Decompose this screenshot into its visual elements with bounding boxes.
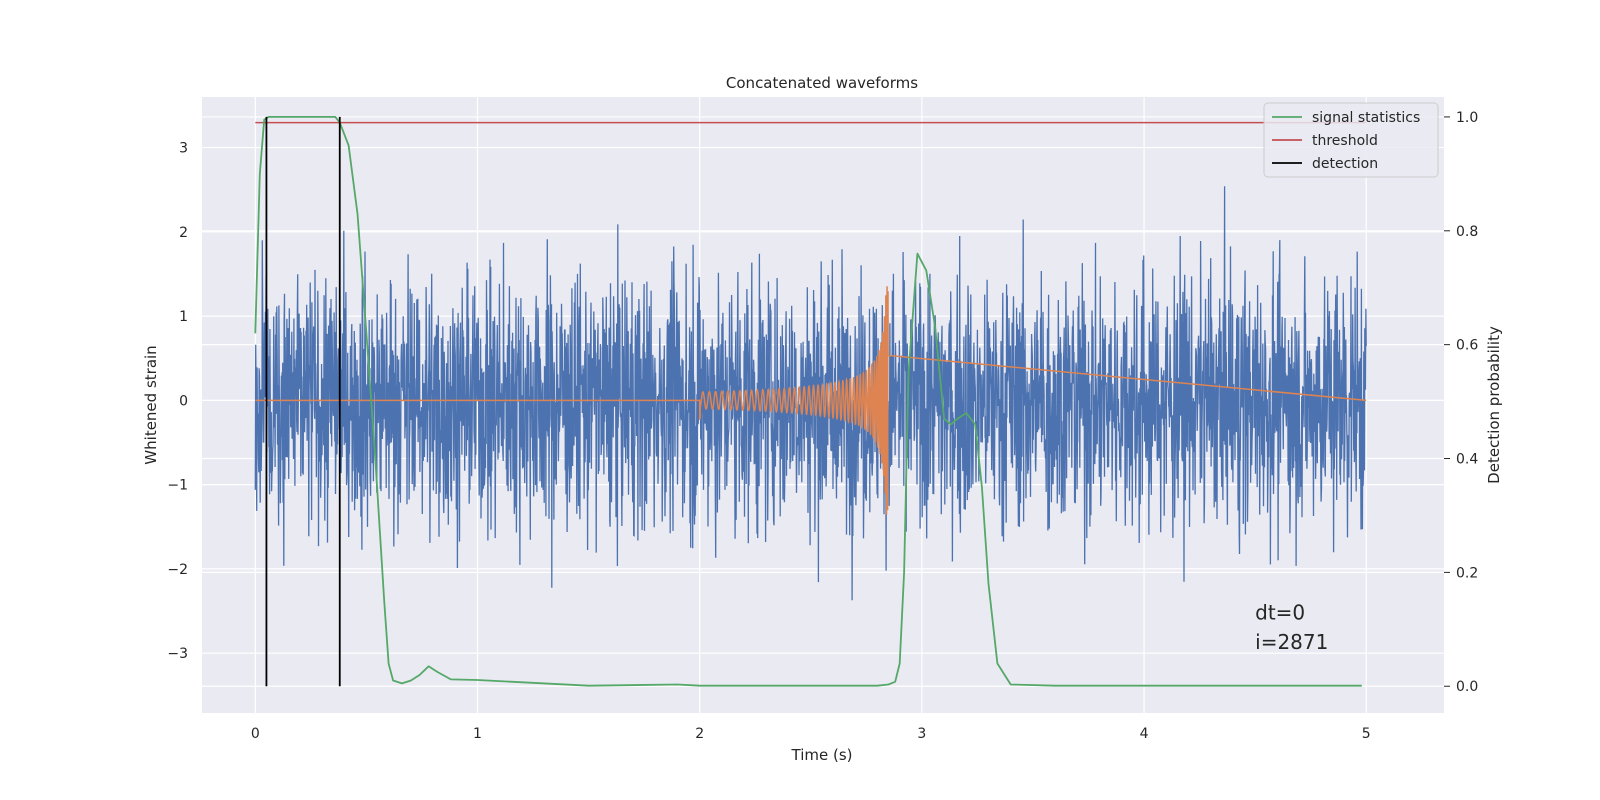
legend: signal statistics threshold detection xyxy=(1263,102,1439,178)
y2-tick-label: 0.2 xyxy=(1456,565,1478,581)
noise-trace xyxy=(254,186,1367,601)
x-tick-label: 0 xyxy=(251,726,260,742)
y2-tick-label: 0.4 xyxy=(1456,452,1478,468)
y2-tick-label: 1.0 xyxy=(1456,110,1478,126)
y-tick-label: 0 xyxy=(179,393,188,409)
y-tick-label: −3 xyxy=(167,646,188,662)
x-axis-label: Time (s) xyxy=(791,746,853,764)
x-tick-label: 2 xyxy=(695,726,704,742)
y2-tick-label: 0.8 xyxy=(1456,224,1478,240)
y-tick-label: 1 xyxy=(179,309,188,325)
legend-label: detection xyxy=(1312,156,1378,172)
data-layer xyxy=(254,116,1367,687)
x-tick-label: 5 xyxy=(1362,726,1371,742)
y2-axis-label: Detection probability xyxy=(1485,326,1503,484)
y2-tick-label: 0.0 xyxy=(1456,679,1478,695)
y-axis-label: Whitened strain xyxy=(142,345,160,464)
axis-ticks: 0 1 2 3 4 5 −3 −2 −1 0 1 2 3 0.0 0.2 0.4 0.6 0.8 1.0 xyxy=(167,110,1478,742)
x-tick-label: 1 xyxy=(473,726,482,742)
template-chirp xyxy=(255,286,1367,515)
x-tick-label: 3 xyxy=(917,726,926,742)
y-tick-label: −2 xyxy=(167,562,188,578)
annotation-index: i=2871 xyxy=(1255,630,1328,654)
chart-title: Concatenated waveforms xyxy=(726,74,918,92)
y-tick-label: 3 xyxy=(179,141,188,157)
legend-box xyxy=(1263,102,1439,178)
x-tick-label: 4 xyxy=(1140,726,1149,742)
legend-label: threshold xyxy=(1312,133,1378,149)
y-tick-label: −1 xyxy=(167,478,188,494)
signal-statistics-line xyxy=(254,116,1362,687)
annotation-dt: dt=0 xyxy=(1255,600,1305,624)
y-tick-label: 2 xyxy=(179,225,188,241)
legend-label: signal statistics xyxy=(1312,110,1420,126)
y2-tick-label: 0.6 xyxy=(1456,338,1478,354)
